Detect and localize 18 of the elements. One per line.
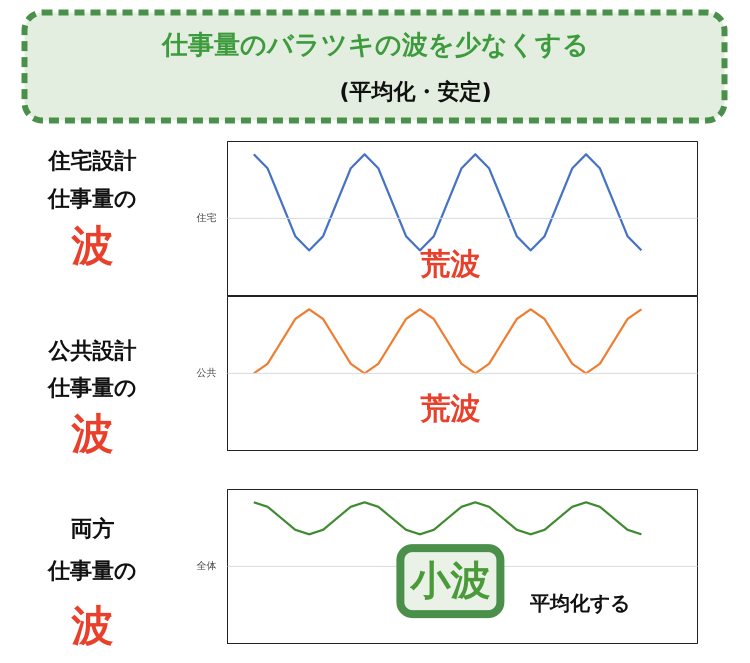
y-axis-title: 全体: [196, 560, 216, 572]
y-axis-title: 公共: [196, 366, 216, 379]
annotation: 荒波: [419, 246, 480, 282]
text: (平均化・安定): [339, 79, 492, 105]
text: 波: [70, 409, 114, 458]
text: 波: [70, 601, 114, 650]
text: 仕事量のバラツキの波を少なくする: [161, 30, 589, 60]
text: 仕事量の: [47, 376, 137, 401]
text: 仕事量の: [47, 187, 137, 212]
annotation: 小波: [409, 558, 490, 604]
text: 住宅設計: [48, 148, 136, 174]
text: 公共設計: [48, 339, 136, 364]
text: 両方: [70, 516, 114, 542]
text: 平均化する: [528, 590, 630, 615]
text: 波: [70, 221, 114, 270]
text: 仕事量の: [47, 559, 137, 584]
y-axis-title: 住宅: [196, 212, 216, 224]
text: 荒波: [419, 392, 480, 427]
